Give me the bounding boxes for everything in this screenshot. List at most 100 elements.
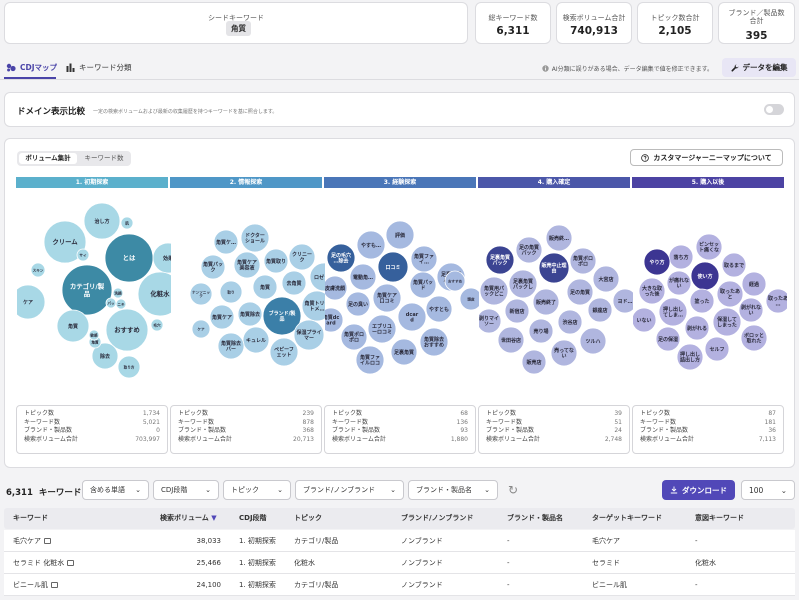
topic-bubble[interactable]: 売ってない xyxy=(550,339,578,367)
topic-bubble[interactable]: ドクターショール xyxy=(240,223,270,253)
topic-bubble[interactable]: 足裏角質 xyxy=(390,338,418,366)
topic-bubble[interactable]: 角質除去バー xyxy=(217,332,245,360)
topic-bubble[interactable]: 電動角… xyxy=(349,263,377,291)
topic-bubble[interactable]: 剥がれる xyxy=(684,315,710,341)
topic-bubble[interactable]: 角質ポロポロ xyxy=(340,323,368,351)
download-button[interactable]: ダウンロード xyxy=(662,480,735,500)
column-keyword[interactable]: キーワード xyxy=(13,514,48,522)
table-row[interactable]: 毛穴ケア 38,033 1. 初期探索 カテゴリ/製品 ノンブランド - 毛穴ケア - xyxy=(4,530,795,552)
segment-keyword-count[interactable]: キーワード数 xyxy=(84,154,124,162)
topic-bubble[interactable]: 取るまで xyxy=(721,252,747,278)
topic-bubble[interactable]: 角質ボロボロ xyxy=(569,247,597,275)
topic-bubble[interactable]: 剥がれない xyxy=(738,297,764,323)
topic-bubble[interactable]: 角質ファイ… xyxy=(410,245,438,273)
rows-per-page-select[interactable]: 100 ⌄ xyxy=(741,480,795,500)
topic-bubble[interactable]: キュレル xyxy=(242,326,270,354)
column-cdj-stage[interactable]: CDJ段階 xyxy=(239,514,267,522)
topic-bubble[interactable]: 販売終… xyxy=(545,224,573,252)
topic-bubble[interactable]: 大宮店 xyxy=(592,265,620,293)
topic-bubble[interactable]: 去角質 xyxy=(281,270,307,296)
tab-keyword-classification[interactable]: キーワード分類 xyxy=(66,62,132,73)
topic-bubble[interactable]: 大きな取った後 xyxy=(638,277,666,305)
topic-bubble[interactable]: ロゼット xyxy=(309,262,325,292)
topic-bubble[interactable]: いない xyxy=(633,307,657,333)
column-brand-nonbrand[interactable]: ブランド/ノンブランド xyxy=(401,514,474,522)
topic-bubble[interactable]: 保湿プライマー xyxy=(293,319,325,351)
topic-bubble[interactable]: 押し出し詰出し方 xyxy=(676,343,704,371)
copy-icon[interactable] xyxy=(44,538,51,544)
topic-bubble[interactable]: 押し出してしま… xyxy=(658,297,688,327)
topic-bubble[interactable]: ケア xyxy=(17,284,46,320)
topic-bubble[interactable]: 毛穴 xyxy=(150,318,164,332)
topic-bubble[interactable]: 取ったあと xyxy=(716,280,744,308)
filter-include-words[interactable]: 含める単語 ⌄ xyxy=(82,480,149,500)
topic-bubble[interactable]: 角質 xyxy=(56,309,90,343)
topic-bubble[interactable]: 除去 xyxy=(91,342,119,370)
topic-bubble[interactable]: 角質取り xyxy=(263,248,289,274)
topic-bubble[interactable]: 角質除去おすすめ xyxy=(419,327,449,357)
topic-bubble[interactable]: ぺピーフェット xyxy=(269,337,299,367)
topic-bubble[interactable]: 角質ケ… xyxy=(213,229,239,255)
topic-bubble[interactable]: クリーム xyxy=(43,220,87,264)
topic-bubble[interactable]: 販売終了 xyxy=(532,288,560,316)
topic-bubble[interactable]: 取ったあ… xyxy=(765,288,787,314)
topic-bubble[interactable]: 皮膚洗顔 xyxy=(325,275,348,301)
filter-brand-product-name[interactable]: ブランド・製品名 ⌄ xyxy=(408,480,498,500)
topic-bubble[interactable]: 肌 xyxy=(120,216,134,230)
topic-bubble[interactable]: 化粧水 xyxy=(137,271,171,317)
filter-topic[interactable]: トピック ⌄ xyxy=(223,480,291,500)
topic-bubble[interactable]: 足の角質パック xyxy=(515,236,543,264)
filter-brand-nonbrand[interactable]: ブランド/ノンブランド ⌄ xyxy=(295,480,404,500)
topic-bubble[interactable]: 角質 xyxy=(252,274,278,300)
edit-data-button[interactable]: データを編集 xyxy=(722,58,796,77)
topic-bubble[interactable]: 角質用パックどこ xyxy=(479,276,509,306)
topic-bubble[interactable]: 使い方 xyxy=(690,261,720,291)
topic-bubble[interactable]: スキン xyxy=(30,262,46,278)
topic-bubble[interactable]: 足の臭い xyxy=(345,291,371,317)
topic-bubble[interactable]: 取り xyxy=(219,280,243,304)
topic-bubble[interactable]: 角質ケア美容液 xyxy=(233,251,261,279)
topic-bubble[interactable]: 足の毛穴…除去 xyxy=(326,243,356,273)
topic-bubble[interactable]: 角質パッド xyxy=(409,271,437,299)
refresh-icon[interactable]: ↻ xyxy=(508,483,519,497)
topic-bubble[interactable]: 効果 xyxy=(152,242,171,274)
topic-bubble[interactable]: 銀座店 xyxy=(587,297,613,323)
topic-bubble[interactable]: 角質トリートメ… xyxy=(301,290,325,322)
column-intent-keyword[interactable]: 意図キーワード xyxy=(695,514,744,522)
topic-bubble[interactable]: 販売店 xyxy=(521,349,547,375)
topic-bubble[interactable]: 敏感 xyxy=(88,329,100,341)
segment-volume[interactable]: ボリューム集計 xyxy=(19,153,77,164)
topic-bubble[interactable]: 塗った xyxy=(689,288,715,314)
copy-icon[interactable] xyxy=(51,582,58,588)
topic-bubble[interactable]: が痛れない xyxy=(666,270,692,296)
topic-bubble[interactable]: ケア xyxy=(191,319,211,339)
tab-cdj-map[interactable]: CDJマップ xyxy=(6,62,57,73)
topic-bubble[interactable]: パッ xyxy=(105,297,117,309)
column-topic[interactable]: トピック xyxy=(294,514,322,522)
topic-bubble[interactable]: 世田谷店 xyxy=(497,326,525,354)
table-row[interactable]: セラミド 化粧水 25,466 1. 初期探索 化粧水 ノンブランド - セラミド 化粧水 xyxy=(4,552,795,574)
topic-bubble[interactable]: やすとも xyxy=(425,295,453,323)
topic-bubble[interactable]: ツルハ xyxy=(579,327,607,355)
topic-bubble[interactable]: ニキ xyxy=(115,298,127,310)
domain-compare-toggle[interactable] xyxy=(764,104,784,115)
topic-bubble[interactable]: やすも… xyxy=(356,230,386,260)
topic-bubble[interactable]: 角質ケア口コミ xyxy=(372,283,402,313)
topic-bubble[interactable]: 口コミ xyxy=(377,251,409,283)
topic-bubble[interactable]: セルフ xyxy=(704,336,730,362)
topic-bubble[interactable]: ヨド… xyxy=(612,288,633,314)
topic-bubble[interactable]: 足裏角質パックし xyxy=(508,269,538,299)
topic-bubble[interactable]: 治し方 xyxy=(83,202,121,240)
topic-bubble[interactable]: 角質パック xyxy=(200,254,226,280)
topic-bubble[interactable]: 渋谷店 xyxy=(557,309,583,335)
topic-bubble[interactable]: 足裏角質パック xyxy=(485,245,515,275)
topic-bubble[interactable]: 角質除去 xyxy=(237,301,263,327)
topic-bubble[interactable]: 販売中止理由 xyxy=(538,252,570,284)
topic-bubble[interactable]: 剥りマイソー xyxy=(479,308,502,334)
topic-bubble[interactable]: 足の保湿 xyxy=(655,326,681,352)
topic-bubble[interactable]: クリニーク xyxy=(288,243,316,271)
topic-bubble[interactable]: dcar d xyxy=(397,302,427,332)
topic-bubble[interactable]: おすすめ xyxy=(105,308,149,352)
topic-bubble[interactable]: 取り方 xyxy=(117,355,141,379)
topic-bubble[interactable]: エブリユーロコミ xyxy=(367,314,397,344)
